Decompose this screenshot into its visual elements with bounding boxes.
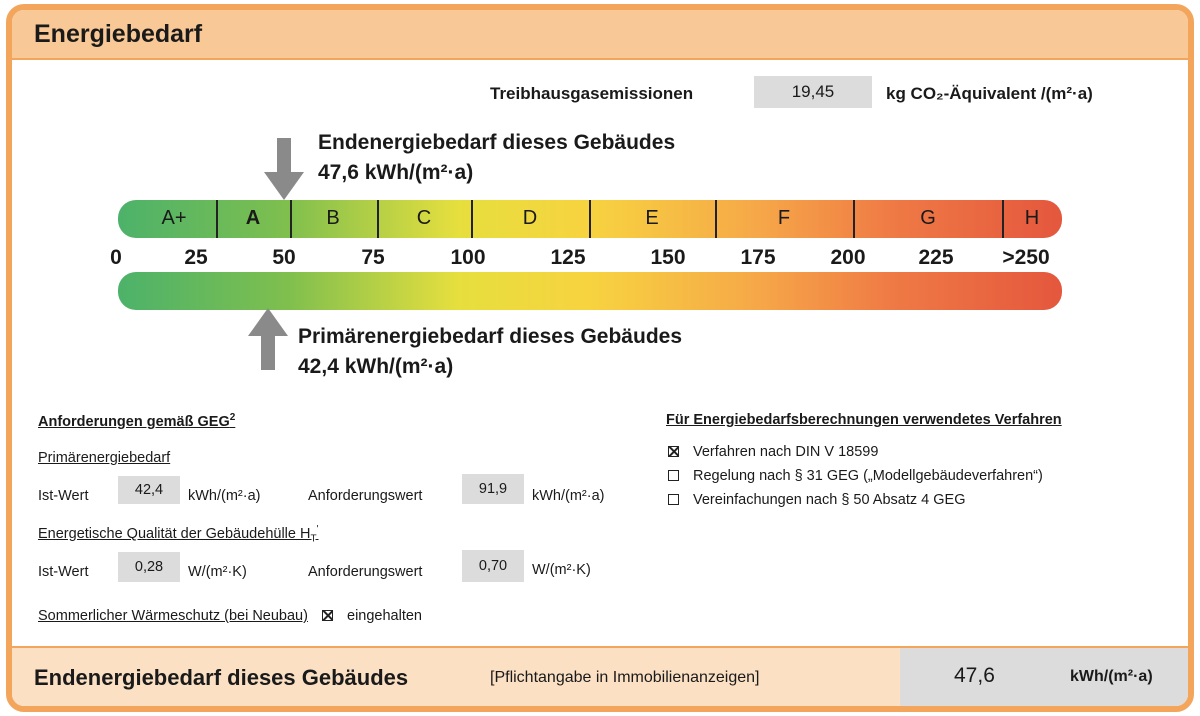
method-option: Vereinfachungen nach § 50 Absatz 4 GEG bbox=[668, 488, 1043, 512]
class-label: B bbox=[326, 207, 340, 229]
header: Energiebedarf bbox=[12, 10, 1188, 60]
envelope-title-sup: ' bbox=[316, 524, 319, 535]
checkbox-checked-icon bbox=[668, 446, 679, 457]
envelope-title-sub: T bbox=[310, 533, 317, 545]
class-divider bbox=[216, 200, 218, 238]
class-label: F bbox=[777, 207, 791, 229]
page-title: Energiebedarf bbox=[34, 20, 203, 48]
footer-value-box: 47,6 kWh/(m²·a) bbox=[900, 648, 1188, 706]
class-divider bbox=[715, 200, 717, 238]
tick-label: 0 bbox=[110, 246, 122, 269]
class-divider bbox=[853, 200, 855, 238]
method-option-label: Regelung nach § 31 GEG („Modellgebäudeve… bbox=[693, 468, 1043, 484]
end-energy-arrow-icon bbox=[264, 138, 304, 200]
class-divider bbox=[1002, 200, 1004, 238]
end-energy-value: 47,6 kWh/(m²·a) bbox=[318, 161, 474, 184]
primary-energy-arrow-icon bbox=[248, 308, 288, 370]
footer-value: 47,6 bbox=[954, 664, 995, 687]
requirements-title: Anforderungen gemäß GEG2 bbox=[38, 412, 235, 430]
footer-note: [Pflichtangabe in Immobilienanzeigen] bbox=[490, 669, 760, 686]
end-energy-scale: A+ A B C D E F G H bbox=[118, 200, 1062, 238]
envelope-title: Energetische Qualität der Gebäudehülle H… bbox=[38, 524, 318, 545]
summer-label: Sommerlicher Wärmeschutz (bei Neubau) bbox=[38, 608, 308, 624]
tick-label: 100 bbox=[450, 246, 486, 269]
energy-certificate: Energiebedarf Treibhausgasemissionen 19,… bbox=[6, 4, 1194, 712]
emissions-value: 19,45 bbox=[754, 76, 872, 108]
envelope-ist-value: 0,28 bbox=[118, 552, 180, 582]
primary-req-value: 91,9 bbox=[462, 474, 524, 504]
tick-label: 125 bbox=[550, 246, 586, 269]
tick-label: 175 bbox=[740, 246, 776, 269]
footer: Endenergiebedarf dieses Gebäudes [Pflich… bbox=[12, 646, 1188, 706]
method-title: Für Energiebedarfsberechnungen verwendet… bbox=[666, 412, 1062, 428]
end-energy-label: Endenergiebedarf dieses Gebäudes bbox=[318, 131, 676, 154]
summer-status: eingehalten bbox=[347, 608, 423, 624]
envelope-ist-unit: W/(m²·K) bbox=[188, 564, 247, 580]
class-label: A bbox=[245, 207, 261, 229]
tick-label: 25 bbox=[184, 246, 208, 269]
class-divider bbox=[290, 200, 292, 238]
primary-energy-scale bbox=[118, 272, 1062, 310]
method-option: Regelung nach § 31 GEG („Modellgebäudeve… bbox=[668, 464, 1043, 488]
class-label: D bbox=[522, 207, 538, 229]
class-divider bbox=[589, 200, 591, 238]
tick-label: 150 bbox=[650, 246, 686, 269]
tick-label: 75 bbox=[361, 246, 385, 269]
summer-protection: Sommerlicher Wärmeschutz (bei Neubau) ei… bbox=[38, 608, 422, 624]
emissions-label: Treibhausgasemissionen bbox=[490, 84, 694, 103]
primary-req-title: Primärenergiebedarf bbox=[38, 450, 171, 466]
envelope-req-value: 0,70 bbox=[462, 550, 524, 582]
class-label: C bbox=[416, 207, 432, 229]
tick-label: 225 bbox=[918, 246, 954, 269]
checkbox-checked-icon bbox=[321, 610, 333, 621]
tick-label: 200 bbox=[830, 246, 866, 269]
checkbox-icon bbox=[668, 494, 679, 505]
class-divider bbox=[471, 200, 473, 238]
footer-label: Endenergiebedarf dieses Gebäudes bbox=[34, 665, 409, 690]
method-option: Verfahren nach DIN V 18599 bbox=[668, 440, 1043, 464]
method-options: Verfahren nach DIN V 18599 Regelung nach… bbox=[668, 440, 1043, 512]
primary-ist-label: Ist-Wert bbox=[38, 488, 89, 504]
envelope-ist-label: Ist-Wert bbox=[38, 564, 89, 580]
envelope-req-unit: W/(m²·K) bbox=[532, 562, 591, 578]
method-option-label: Vereinfachungen nach § 50 Absatz 4 GEG bbox=[693, 492, 966, 508]
class-label: A+ bbox=[161, 207, 187, 229]
class-label: G bbox=[920, 207, 936, 229]
tick-label: 50 bbox=[272, 246, 296, 269]
method-option-label: Verfahren nach DIN V 18599 bbox=[693, 444, 879, 460]
checkbox-icon bbox=[668, 470, 679, 481]
footer-unit: kWh/(m²·a) bbox=[1070, 668, 1153, 685]
requirements-title-text: Anforderungen gemäß GEG bbox=[38, 413, 230, 430]
footnote-ref: 2 bbox=[229, 412, 236, 423]
primary-energy-label: Primärenergiebedarf dieses Gebäudes bbox=[298, 325, 682, 348]
primary-energy-value: 42,4 kWh/(m²·a) bbox=[298, 355, 454, 378]
emissions-unit: kg CO₂-Äquivalent /(m²·a) bbox=[886, 84, 1093, 103]
envelope-req-label: Anforderungswert bbox=[308, 564, 423, 580]
primary-ist-unit: kWh/(m²·a) bbox=[188, 488, 261, 504]
primary-ist-value: 42,4 bbox=[118, 476, 180, 504]
class-label: E bbox=[645, 207, 659, 229]
primary-req-unit: kWh/(m²·a) bbox=[532, 488, 605, 504]
class-label: H bbox=[1024, 207, 1040, 229]
primary-req-label: Anforderungswert bbox=[308, 488, 423, 504]
tick-label: >250 bbox=[1002, 246, 1050, 269]
class-divider bbox=[377, 200, 379, 238]
envelope-title-text: Energetische Qualität der Gebäudehülle H bbox=[38, 525, 311, 542]
